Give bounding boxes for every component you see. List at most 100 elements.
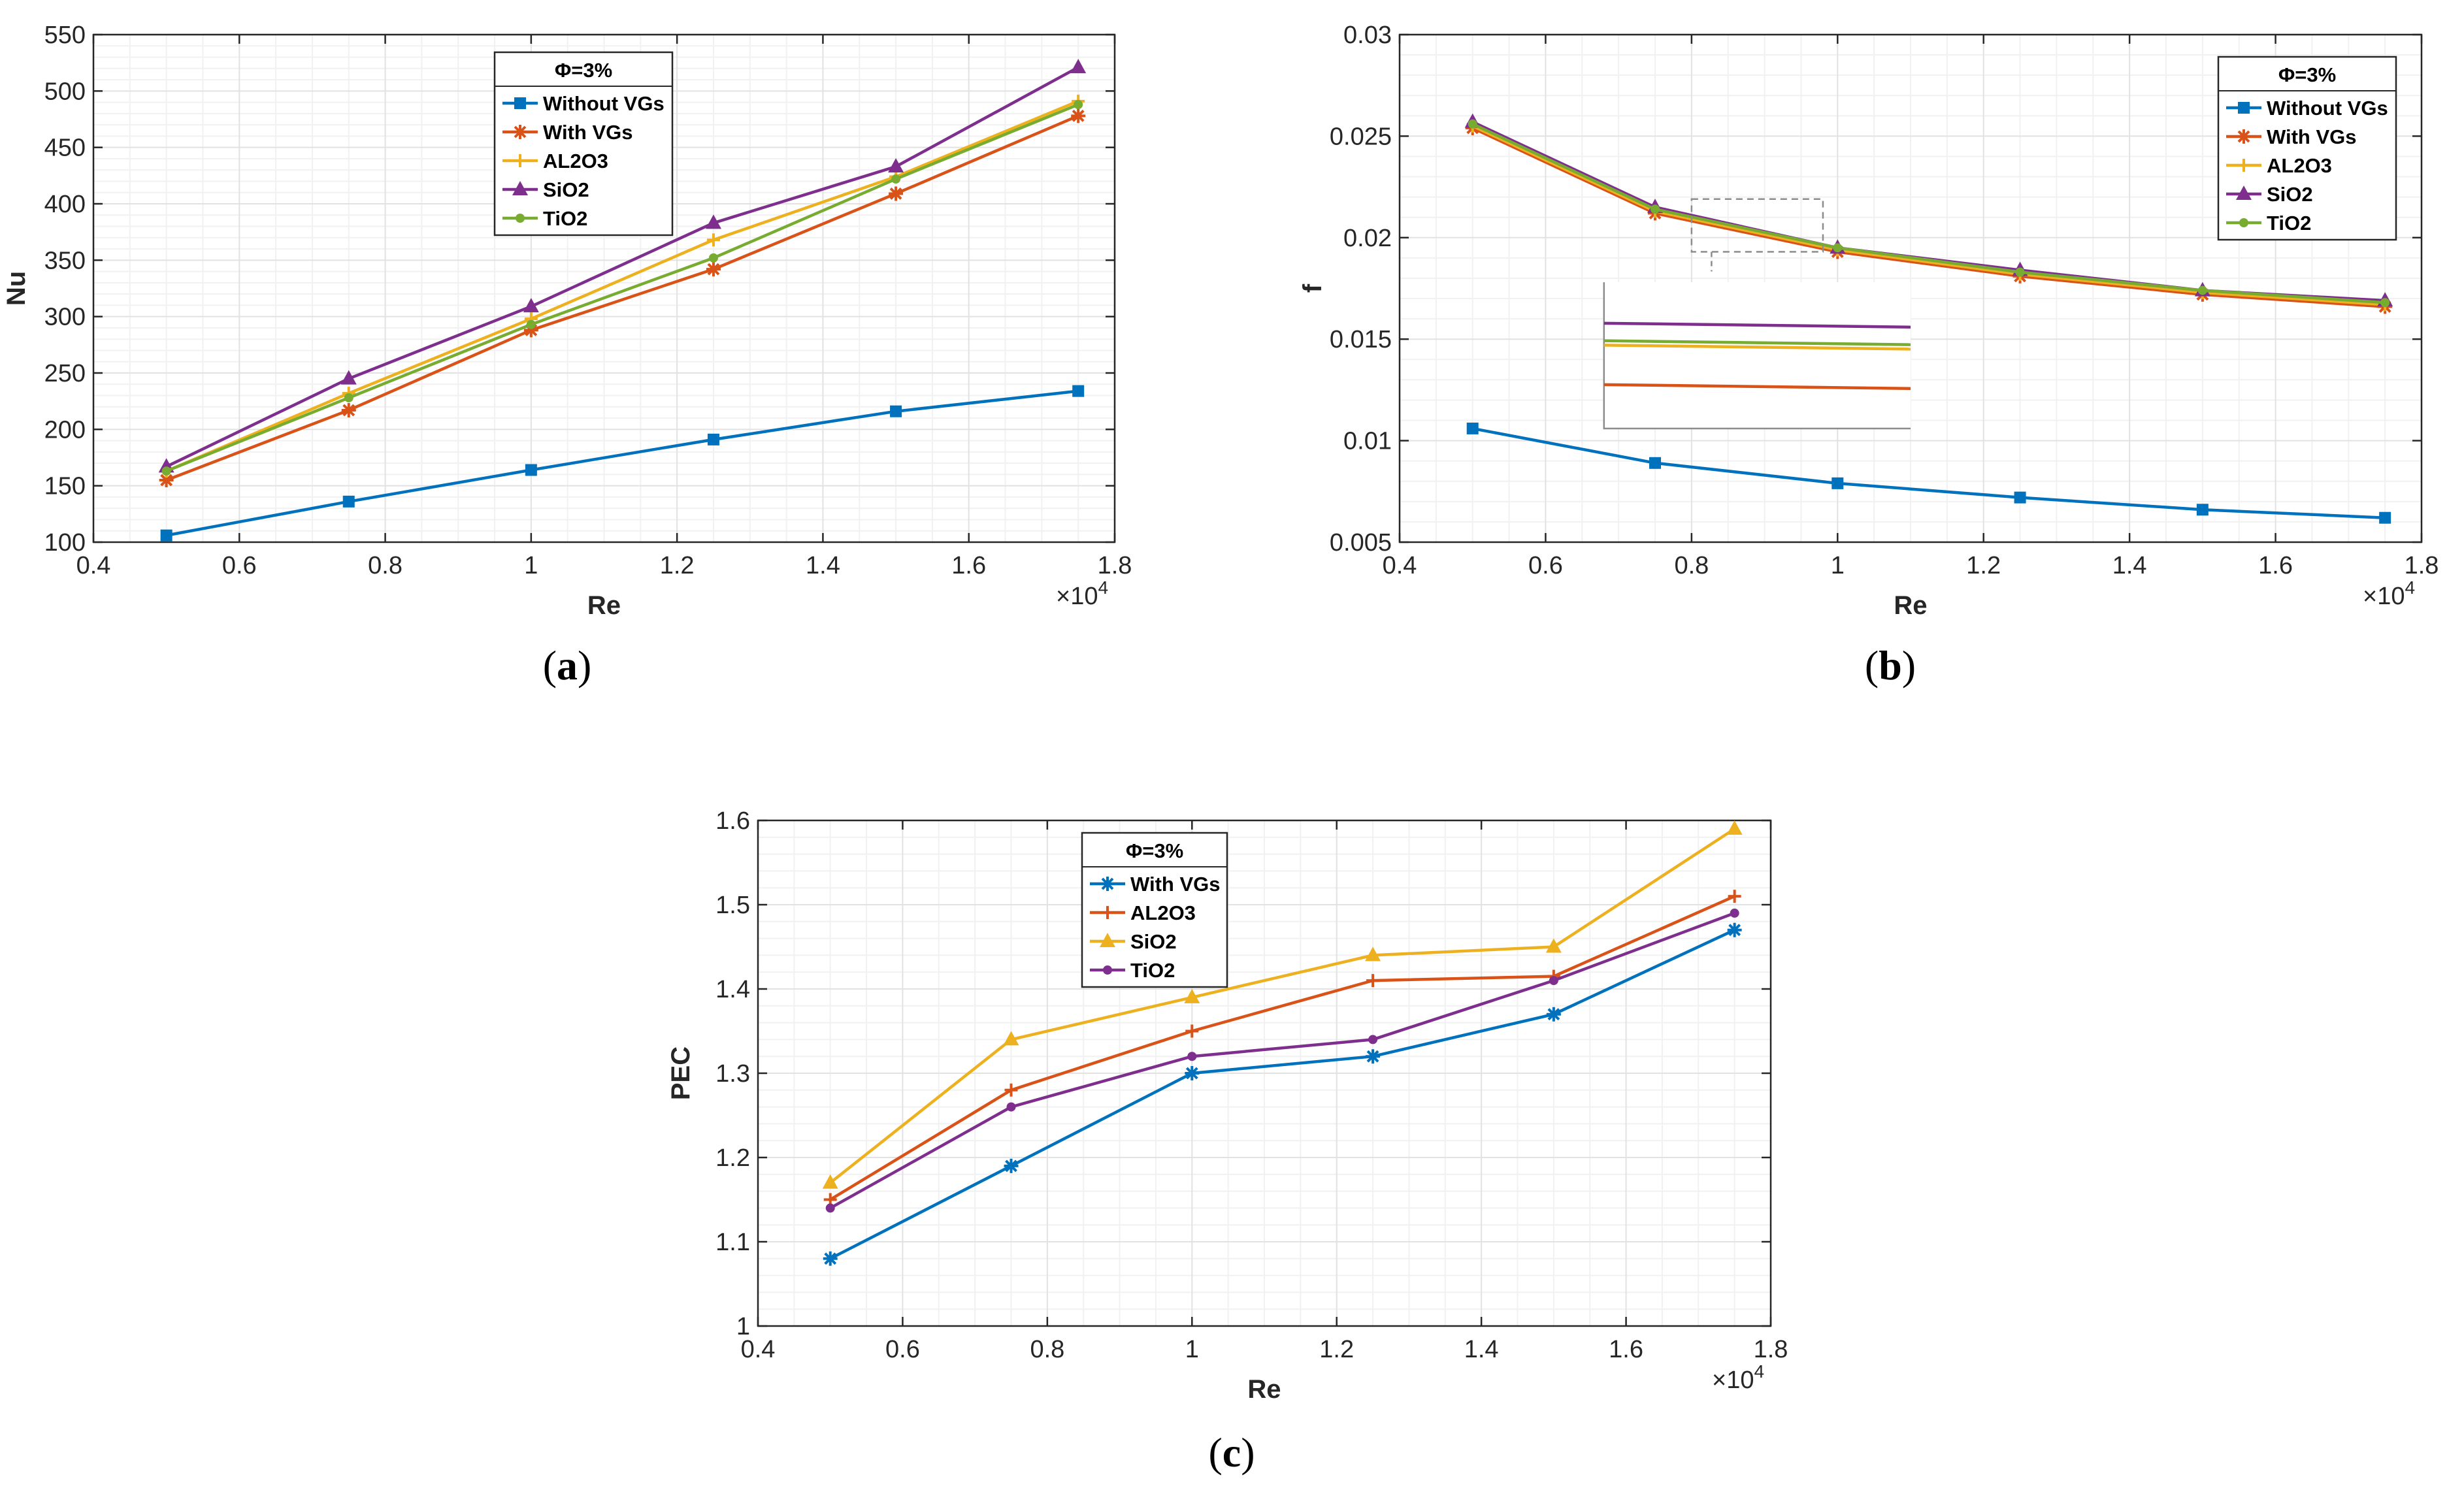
legend-entry: AL2O3 bbox=[502, 150, 608, 172]
legend-label: With VGs bbox=[2267, 125, 2357, 148]
data-point bbox=[1072, 385, 1085, 397]
legend-marker bbox=[513, 125, 527, 139]
legend-marker bbox=[516, 214, 525, 223]
legend-entry: Without VGs bbox=[502, 92, 665, 115]
series-with-vgs bbox=[823, 922, 1742, 1266]
zoom-source-box bbox=[1690, 198, 1824, 253]
data-point bbox=[823, 1251, 838, 1266]
series-line bbox=[829, 911, 1735, 1210]
x-axis-label: Re bbox=[1247, 1375, 1281, 1404]
panel-label-letter: a bbox=[557, 642, 578, 688]
panel-label: (c) bbox=[1208, 1429, 1255, 1476]
data-point bbox=[705, 214, 721, 229]
y-tick-label: 150 bbox=[44, 473, 86, 500]
x-tick-label: 1 bbox=[1185, 1336, 1199, 1363]
zoom-inset-line bbox=[1603, 339, 1911, 346]
legend: Φ=3% With VGs AL2O3 SiO2 TiO2 bbox=[1081, 832, 1228, 988]
legend-entry: With VGs bbox=[1090, 873, 1221, 896]
legend-title: Φ=3% bbox=[555, 59, 612, 82]
data-point bbox=[708, 253, 718, 263]
legend-marker bbox=[1103, 965, 1112, 975]
series-line bbox=[165, 66, 1079, 468]
y-tick-label: 500 bbox=[44, 78, 86, 105]
y-tick-label: 200 bbox=[44, 416, 86, 444]
legend-entry: SiO2 bbox=[1090, 930, 1177, 953]
legend: Φ=3% Without VGs With VGs AL2O3 SiO2 TiO2 bbox=[493, 51, 674, 236]
x-exponent-power: 4 bbox=[1098, 577, 1108, 598]
legend: Φ=3% Without VGs With VGs AL2O3 SiO2 TiO2 bbox=[2217, 56, 2397, 241]
x-exponent-base: ×10 bbox=[2363, 583, 2405, 610]
y-tick-label: 0.025 bbox=[1330, 123, 1392, 150]
legend-marker bbox=[514, 97, 526, 109]
data-point bbox=[1549, 976, 1558, 986]
data-point bbox=[159, 473, 174, 488]
x-tick-label: 1.4 bbox=[2112, 552, 2147, 579]
data-point bbox=[890, 405, 902, 417]
zoom-inset-line bbox=[1603, 383, 1911, 391]
series-line bbox=[166, 389, 1079, 537]
zoom-inset-line bbox=[1603, 321, 1911, 329]
legend-title: Φ=3% bbox=[2278, 63, 2336, 86]
legend-entry: With VGs bbox=[502, 121, 633, 144]
panel-label-letter: c bbox=[1223, 1429, 1241, 1476]
y-tick-label: 250 bbox=[44, 360, 86, 387]
data-point bbox=[1832, 477, 1844, 489]
legend-label: SiO2 bbox=[543, 178, 589, 201]
axes-box bbox=[1398, 33, 2423, 543]
data-point bbox=[1466, 422, 1479, 434]
legend-label: Without VGs bbox=[543, 92, 665, 115]
series-with-vgs bbox=[159, 108, 1086, 488]
series-without-vgs bbox=[160, 385, 1085, 542]
y-tick-label: 1 bbox=[736, 1313, 750, 1340]
legend-label: AL2O3 bbox=[543, 150, 608, 172]
zoom-inset-axes bbox=[1603, 282, 1911, 430]
series-sio2 bbox=[822, 820, 1743, 1189]
legend-marker bbox=[2238, 102, 2250, 114]
data-point bbox=[1365, 947, 1381, 962]
data-point bbox=[2197, 285, 2207, 295]
data-point bbox=[1185, 1066, 1200, 1080]
x-exponent-power: 4 bbox=[2405, 577, 2415, 598]
data-point bbox=[1184, 988, 1200, 1003]
legend-label: TiO2 bbox=[2267, 212, 2311, 235]
x-tick-label: 0.8 bbox=[368, 552, 402, 579]
x-tick-label: 0.6 bbox=[885, 1336, 920, 1363]
legend-label: With VGs bbox=[1130, 873, 1221, 896]
data-point bbox=[1187, 1052, 1197, 1061]
data-point bbox=[1730, 908, 1739, 918]
legend-entry: Without VGs bbox=[2226, 97, 2388, 120]
data-point bbox=[1546, 1007, 1561, 1022]
data-point bbox=[1006, 1102, 1016, 1112]
x-tick-label: 1.2 bbox=[660, 552, 695, 579]
x-tick-label: 0.8 bbox=[1030, 1336, 1064, 1363]
panel-label: (a) bbox=[543, 642, 592, 688]
y-axis-label: Nu bbox=[2, 271, 31, 306]
series-line bbox=[1471, 124, 2386, 306]
x-tick-label: 1.8 bbox=[1754, 1336, 1788, 1363]
legend-entry: With VGs bbox=[2226, 125, 2357, 148]
data-point bbox=[344, 393, 353, 402]
series-line bbox=[165, 103, 1079, 473]
data-point bbox=[706, 262, 721, 277]
legend-marker bbox=[2239, 218, 2248, 227]
chart-panel-a: 0.4 0.6 0.8 1 1.2 1.4 1.6 1.8 100 150 200 250 300 350… bbox=[2, 22, 1132, 688]
panel-label-letter: b bbox=[1879, 642, 1902, 688]
x-tick-label: 1 bbox=[524, 552, 538, 579]
data-point bbox=[161, 466, 171, 476]
y-axis-label: f bbox=[1298, 283, 1327, 293]
data-point bbox=[888, 158, 904, 173]
data-point bbox=[2015, 267, 2025, 277]
axes-box bbox=[92, 33, 1116, 543]
data-point bbox=[1545, 938, 1562, 953]
y-tick-label: 400 bbox=[44, 191, 86, 218]
series-line bbox=[165, 114, 1079, 482]
legend-marker bbox=[2236, 186, 2252, 200]
chart-panel-b: 0.4 0.6 0.8 1 1.2 1.4 1.6 1.8 0.005 0.01 0.015 0.02… bbox=[1298, 22, 2439, 688]
data-point bbox=[1649, 457, 1661, 469]
x-axis-label: Re bbox=[1894, 591, 1927, 620]
x-exponent-base: ×10 bbox=[1056, 583, 1098, 610]
zoom-inset bbox=[1603, 198, 1911, 430]
y-tick-label: 1.2 bbox=[715, 1144, 750, 1172]
x-tick-label: 0.4 bbox=[741, 1336, 776, 1363]
